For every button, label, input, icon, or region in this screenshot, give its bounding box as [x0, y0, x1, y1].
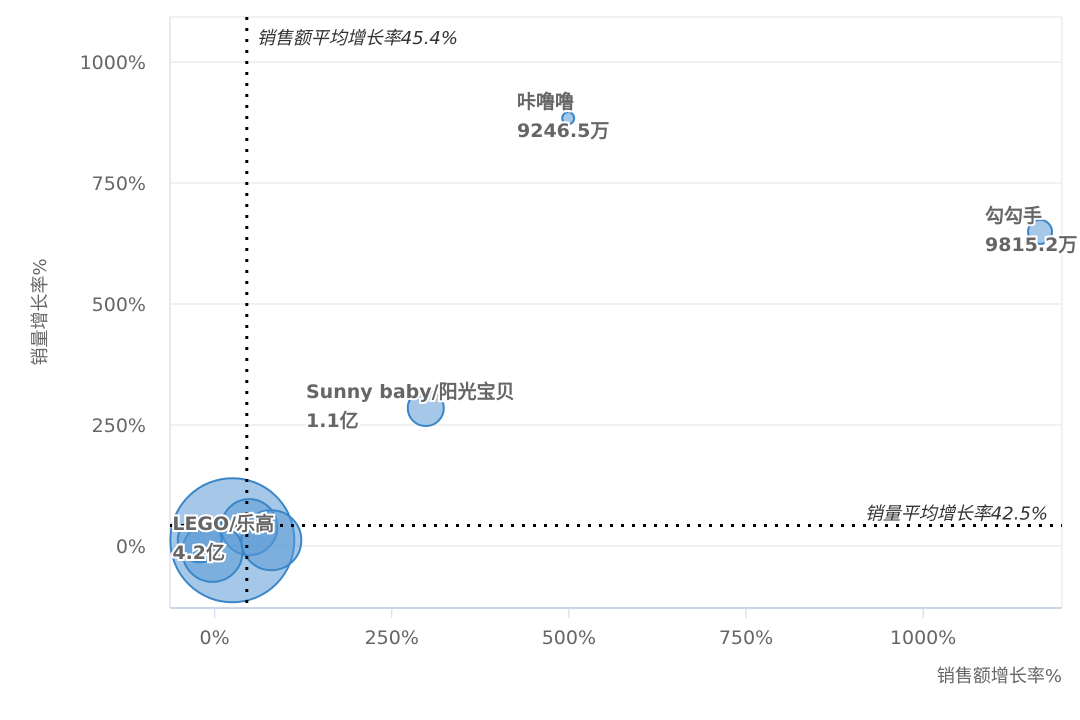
- x-tick-label: 250%: [365, 627, 419, 649]
- point-label-value: 9815.2万: [985, 234, 1077, 256]
- x-tick-label: 500%: [542, 627, 596, 649]
- x-tick-label: 750%: [719, 627, 773, 649]
- point-label-name: Sunny baby/阳光宝贝: [306, 380, 515, 403]
- bubble: [240, 509, 303, 572]
- bubble: [1027, 218, 1054, 245]
- x-axis-label: 销售额增长率%: [937, 666, 1062, 687]
- point-label-name: 咔噜噜: [517, 91, 574, 113]
- point-label-value: 1.1亿: [306, 409, 359, 432]
- x-tick-label: 0%: [200, 627, 230, 649]
- x-tick-label: 1000%: [890, 627, 956, 649]
- y-reference-label: 销量平均增长率42.5%: [865, 503, 1048, 524]
- y-tick-label: 750%: [92, 173, 146, 195]
- bubble: [561, 111, 576, 126]
- x-reference-label: 销售额平均增长率45.4%: [257, 28, 458, 49]
- y-tick-label: 500%: [92, 294, 146, 316]
- point-label-name: LEGO/乐高: [172, 512, 274, 535]
- point-label-name: 勾勾手: [985, 204, 1042, 227]
- y-tick-label: 0%: [116, 536, 146, 558]
- bubble: [406, 389, 445, 428]
- point-label-value: 4.2亿: [172, 541, 225, 564]
- point-label-value: 9246.5万: [517, 120, 609, 142]
- y-tick-label: 1000%: [80, 52, 146, 74]
- y-tick-label: 250%: [92, 415, 146, 437]
- y-axis-label: 销量增长率%: [30, 258, 51, 365]
- bubble: [176, 517, 223, 564]
